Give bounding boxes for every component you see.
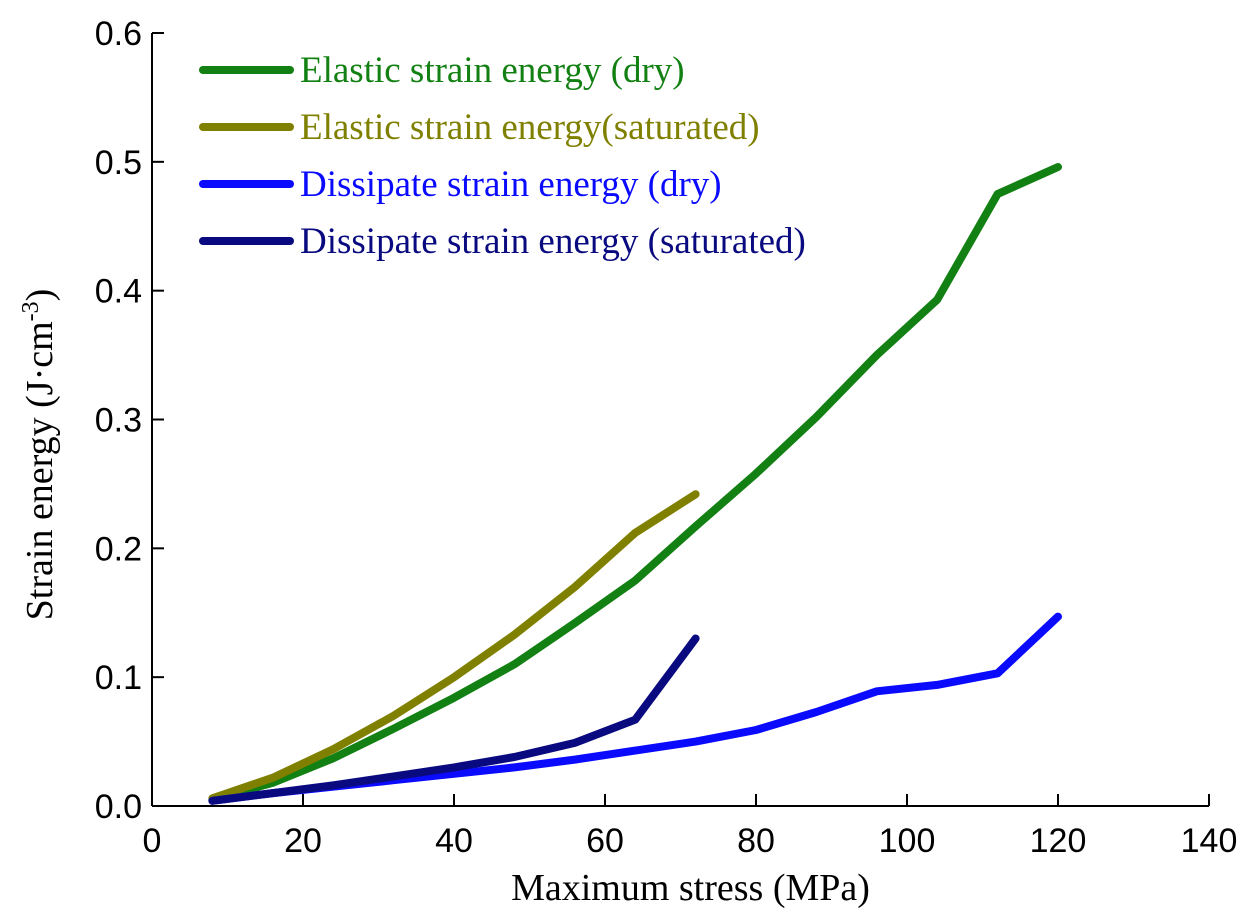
series-line-1 xyxy=(208,163,1062,804)
x-axis-title: Maximum stress (MPa) xyxy=(511,867,870,909)
y-tick-label: 0.6 xyxy=(95,15,142,53)
x-tick-label: 140 xyxy=(1181,822,1238,860)
y-tick-label: 0.1 xyxy=(95,659,142,697)
series-line-2 xyxy=(208,490,700,803)
axes-group xyxy=(151,33,1209,807)
y-axis-title-main: Strain energy (J·cm xyxy=(19,321,61,620)
y-tick-label: 0.5 xyxy=(95,144,142,182)
legend-label-2: Elastic strain energy(saturated) xyxy=(300,107,760,148)
legend-label-3: Dissipate strain energy (dry) xyxy=(300,164,722,205)
legend-label-1: Elastic strain energy (dry) xyxy=(300,50,685,91)
series-line-3 xyxy=(208,612,1062,805)
x-tick-label: 20 xyxy=(284,822,322,860)
y-ticks-group: 0.0 0.1 0.2 0.3 0.4 0.5 0.6 xyxy=(95,15,164,826)
x-tick-label: 0 xyxy=(143,822,162,860)
x-tick-label: 40 xyxy=(435,822,473,860)
y-tick-label: 0.4 xyxy=(95,273,142,311)
legend-label-4: Dissipate strain energy (saturated) xyxy=(300,221,806,262)
plot-series-group xyxy=(208,163,1062,805)
x-ticks-group: 0 20 40 60 80 100 120 140 xyxy=(143,794,1238,860)
y-tick-label: 0.3 xyxy=(95,402,142,440)
legend: Elastic strain energy (dry) Elastic strai… xyxy=(199,50,806,262)
y-axis-title-close: ) xyxy=(19,289,61,302)
x-tick-label: 60 xyxy=(586,822,624,860)
y-axis-title: Strain energy (J·cm-3) xyxy=(18,289,61,621)
series-line-4 xyxy=(208,634,700,805)
x-tick-label: 80 xyxy=(737,822,775,860)
y-tick-label: 0.0 xyxy=(95,788,142,826)
x-tick-label: 100 xyxy=(879,822,936,860)
y-axis-title-superscript: -3 xyxy=(18,301,44,321)
x-tick-label: 120 xyxy=(1030,822,1087,860)
y-tick-label: 0.2 xyxy=(95,530,142,568)
